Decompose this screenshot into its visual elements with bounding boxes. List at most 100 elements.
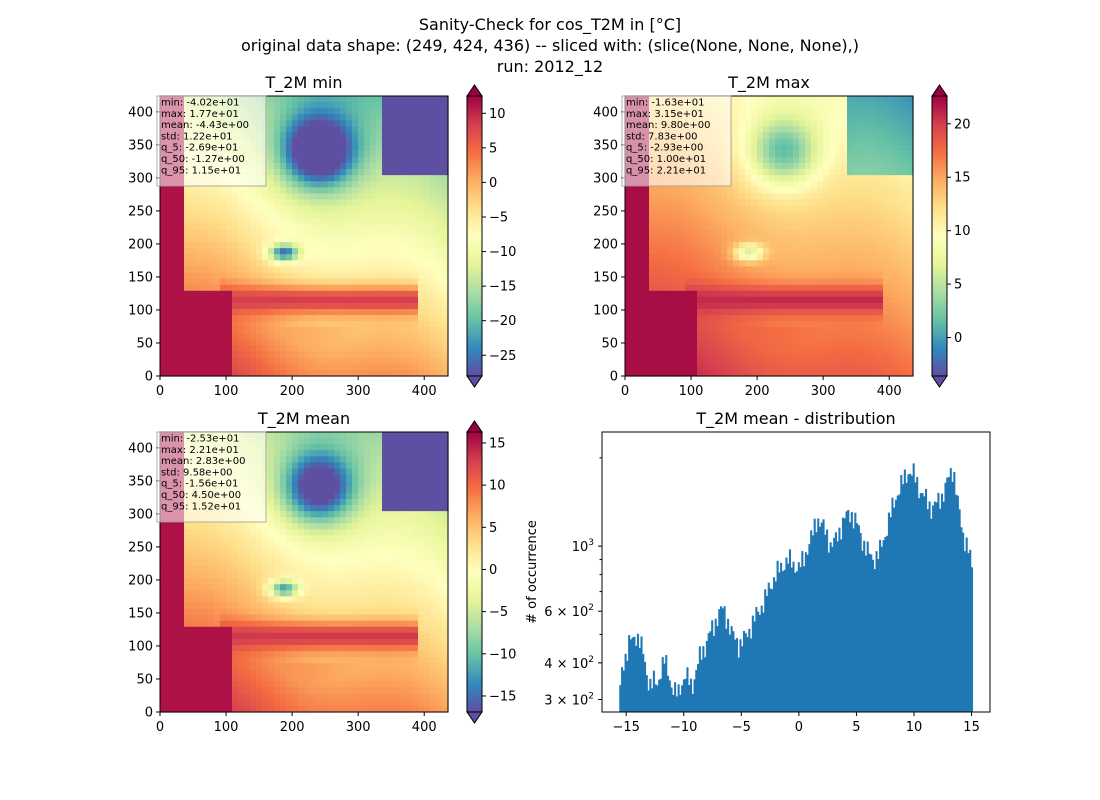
x-tick-label: 300 xyxy=(346,384,371,399)
heatmap-cell xyxy=(310,369,317,377)
heatmap-cell xyxy=(745,333,752,341)
heatmap-cell xyxy=(823,96,830,103)
heatmap-cell xyxy=(757,132,764,140)
heatmap-cell xyxy=(178,333,185,341)
heatmap-cell xyxy=(436,175,443,182)
heatmap-cell xyxy=(631,369,638,377)
heatmap-cell xyxy=(268,480,275,488)
heatmap-cell xyxy=(178,278,185,286)
heatmap-cell xyxy=(649,248,656,255)
heatmap-cell xyxy=(382,444,389,451)
heatmap-cell xyxy=(763,193,770,201)
heatmap-cell xyxy=(346,278,353,286)
heatmap-cell xyxy=(316,357,323,365)
heatmap-cell xyxy=(214,363,221,371)
heatmap-cell xyxy=(280,315,287,322)
heatmap-cell xyxy=(364,369,371,377)
heatmap-cell xyxy=(643,260,650,268)
heatmap-cell xyxy=(430,114,437,121)
heatmap-cell xyxy=(883,144,890,152)
heatmap-cell xyxy=(208,302,215,310)
heatmap-cell xyxy=(286,205,293,213)
heatmap-cell xyxy=(649,199,656,207)
heatmap-cell xyxy=(202,321,209,328)
heatmap-cell xyxy=(322,205,329,213)
heatmap-cell xyxy=(673,333,680,341)
heatmap-cell xyxy=(769,223,776,231)
heatmap-cell xyxy=(232,223,239,231)
heatmap-cell xyxy=(316,284,323,292)
heatmap-cell xyxy=(382,138,389,146)
heatmap-cell xyxy=(268,205,275,213)
heatmap-cell xyxy=(673,211,680,219)
heatmap-cell xyxy=(322,162,329,170)
heatmap-cell xyxy=(817,236,824,243)
heatmap-cell xyxy=(190,327,197,334)
heatmap-cell xyxy=(220,296,227,304)
heatmap-cell xyxy=(625,345,632,353)
heatmap-cell xyxy=(172,187,179,194)
heatmap-cell xyxy=(322,278,329,286)
heatmap-cell xyxy=(274,229,281,237)
heatmap-cell xyxy=(166,327,173,334)
heatmap-cell xyxy=(340,333,347,341)
heatmap-cell xyxy=(268,456,275,464)
heatmap-cell xyxy=(316,480,323,488)
heatmap-cell xyxy=(697,333,704,341)
heatmap-cell xyxy=(901,284,908,292)
heatmap-cell xyxy=(679,284,686,292)
heatmap-cell xyxy=(262,339,269,347)
heatmap-cell xyxy=(847,272,854,280)
x-tick-label: 0 xyxy=(156,384,164,399)
heatmap-cell xyxy=(703,315,710,322)
heatmap-cell xyxy=(793,96,800,103)
heatmap-cell xyxy=(799,296,806,304)
heatmap-cell xyxy=(877,315,884,322)
heatmap-cell xyxy=(220,217,227,225)
heatmap-cell xyxy=(166,193,173,201)
heatmap-cell xyxy=(388,199,395,207)
heatmap-cell xyxy=(721,229,728,237)
heatmap-cell xyxy=(442,333,449,341)
heatmap-cell xyxy=(823,315,830,322)
heatmap-cell xyxy=(250,345,257,353)
heatmap-cell xyxy=(286,302,293,310)
heatmap-cell xyxy=(673,345,680,353)
heatmap-cell xyxy=(883,96,890,103)
heatmap-cell xyxy=(310,480,317,488)
heatmap-cell xyxy=(232,193,239,201)
heatmap-cell xyxy=(757,175,764,182)
heatmap-cell xyxy=(268,266,275,274)
heatmap-cell xyxy=(418,315,425,322)
heatmap-cell xyxy=(841,114,848,121)
heatmap-cell xyxy=(280,272,287,280)
heatmap-cell xyxy=(424,150,431,158)
heatmap-cell xyxy=(298,333,305,341)
heatmap-cell xyxy=(655,242,662,249)
heatmap-cell xyxy=(424,144,431,152)
heatmap-cell xyxy=(364,363,371,371)
heatmap-cell xyxy=(823,333,830,341)
heatmap-cell xyxy=(322,456,329,464)
heatmap-cell xyxy=(799,260,806,268)
heatmap-cell xyxy=(733,363,740,371)
heatmap-cell xyxy=(268,102,275,109)
heatmap-cell xyxy=(220,187,227,194)
heatmap-cell xyxy=(757,217,764,225)
heatmap-cell xyxy=(340,357,347,365)
heatmap-cell xyxy=(667,369,674,377)
heatmap-cell xyxy=(847,333,854,341)
heatmap-cell xyxy=(352,193,359,201)
heatmap-cell xyxy=(178,339,185,347)
heatmap-cell xyxy=(685,278,692,286)
heatmap-cell xyxy=(871,357,878,365)
heatmap-cell xyxy=(811,357,818,365)
heatmap-cell xyxy=(322,321,329,328)
heatmap-cell xyxy=(364,162,371,170)
heatmap-cell xyxy=(733,260,740,268)
heatmap-cell xyxy=(637,229,644,237)
heatmap-cell xyxy=(751,302,758,310)
heatmap-cell xyxy=(907,339,914,347)
heatmap-cell xyxy=(775,102,782,109)
heatmap-cell xyxy=(727,211,734,219)
